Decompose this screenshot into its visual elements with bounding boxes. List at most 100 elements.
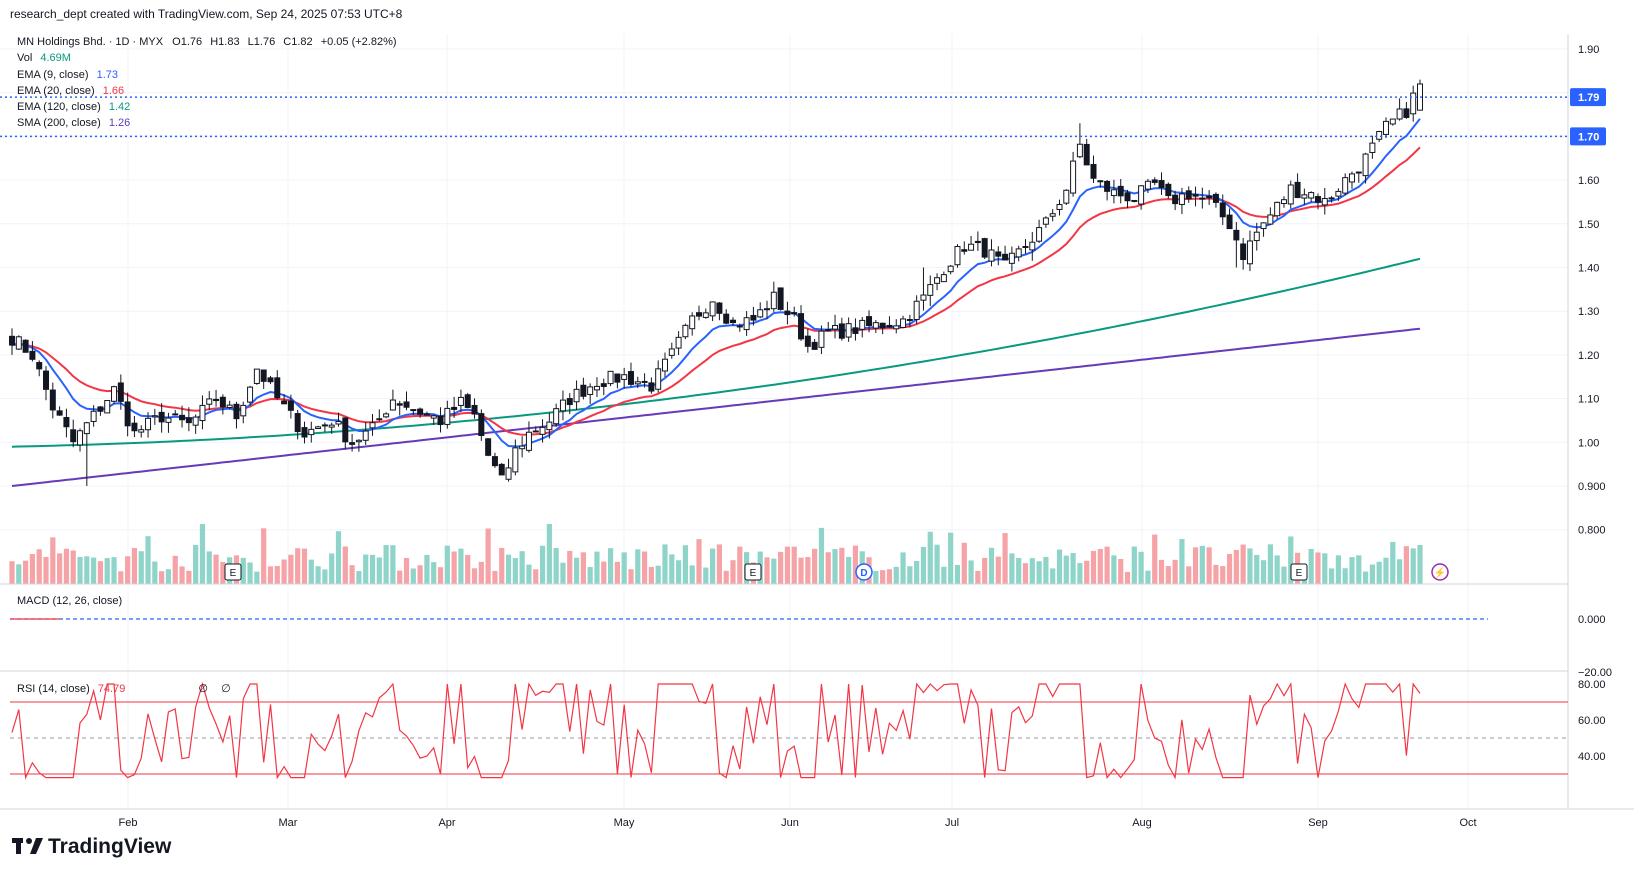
volume-bar xyxy=(607,548,614,584)
price-tag[interactable]: 1.70 xyxy=(1570,127,1606,146)
candle xyxy=(1267,207,1274,226)
candle xyxy=(968,235,975,251)
volume-bar xyxy=(70,550,76,584)
candle xyxy=(315,425,322,430)
candle xyxy=(1049,209,1056,222)
volume-bar xyxy=(1267,544,1273,584)
candle xyxy=(111,385,118,404)
candle xyxy=(804,328,811,353)
candle xyxy=(954,244,961,268)
legend-l-label: L xyxy=(248,36,254,48)
candle xyxy=(519,436,526,458)
candle xyxy=(559,390,566,421)
volume-bar xyxy=(111,557,117,584)
volume-bar xyxy=(839,547,845,584)
candle xyxy=(410,409,417,415)
volume-bar xyxy=(50,537,56,584)
legend-ema120-value: 1.42 xyxy=(109,101,130,113)
legend-ema20-label: EMA (20, close) xyxy=(17,85,95,97)
candle xyxy=(485,438,492,457)
candle xyxy=(1110,179,1117,204)
volume-bar xyxy=(63,548,70,584)
legend-ema120-label: EMA (120, close) xyxy=(17,101,101,113)
volume-bar xyxy=(145,536,151,584)
volume-bar xyxy=(696,539,702,584)
candle xyxy=(940,271,947,283)
volume-bar xyxy=(308,559,314,584)
macd-legend[interactable]: MACD (12, 26, close) xyxy=(17,595,122,607)
candle xyxy=(587,383,594,404)
volume-bar xyxy=(771,558,777,584)
volume-bar xyxy=(737,546,743,584)
candle xyxy=(1376,130,1383,142)
candle xyxy=(1083,138,1090,166)
rsi-legend-value: 74.79 xyxy=(98,683,126,695)
legend-symbol-line[interactable]: MN Holdings Bhd. · 1D · MYX O1.76 H1.83 … xyxy=(17,36,397,48)
rsi-legend-label: RSI (14, close) xyxy=(17,683,90,695)
earnings-marker[interactable]: E xyxy=(1290,563,1308,581)
candle xyxy=(893,319,900,334)
volume-bar xyxy=(220,561,226,584)
volume-bar xyxy=(880,570,886,584)
legend-sma200[interactable]: SMA (200, close) 1.26 xyxy=(17,117,130,129)
candle xyxy=(784,301,791,325)
volume-bar xyxy=(16,564,22,584)
candle xyxy=(260,369,267,389)
candle xyxy=(43,366,50,401)
dividend-marker[interactable]: D xyxy=(855,563,873,581)
moving-averages xyxy=(11,118,1421,487)
flash-marker[interactable]: ⚡ xyxy=(1431,563,1449,581)
volume-bar xyxy=(125,556,131,584)
candle xyxy=(621,367,628,389)
candle xyxy=(437,407,444,433)
legend-c: 1.82 xyxy=(291,36,312,48)
volume-bar xyxy=(1206,547,1212,584)
volume-bar xyxy=(1342,568,1348,584)
price-axis-tick: 1.90 xyxy=(1578,44,1599,56)
tradingview-logo[interactable]: TradingView xyxy=(12,835,172,858)
rsi-legend[interactable]: RSI (14, close) 74.79 ∅ ∅ xyxy=(17,683,231,695)
legend-ema9[interactable]: EMA (9, close) 1.73 xyxy=(17,69,118,81)
volume-bar xyxy=(1070,553,1076,584)
volume-bar xyxy=(1022,563,1029,584)
candle xyxy=(1294,173,1301,199)
volume-bar xyxy=(104,558,110,584)
price-tag[interactable]: 1.79 xyxy=(1570,88,1606,107)
legend-volume-line[interactable]: Vol 4.69M xyxy=(17,52,71,64)
candle xyxy=(1335,188,1342,201)
volume-bar xyxy=(1417,545,1423,584)
candle xyxy=(872,320,879,334)
volume-bar xyxy=(1084,560,1090,584)
candle xyxy=(580,377,587,400)
candle xyxy=(764,300,771,320)
candle xyxy=(525,421,532,453)
price-axis-tick: 1.60 xyxy=(1578,175,1599,187)
volume-bar xyxy=(1056,549,1063,584)
legend-ema120[interactable]: EMA (120, close) 1.42 xyxy=(17,101,130,113)
candle xyxy=(906,314,913,328)
volume-bar xyxy=(675,560,682,584)
earnings-marker[interactable]: E xyxy=(224,563,242,581)
earnings-marker[interactable]: E xyxy=(744,563,762,581)
volume-bar xyxy=(1396,559,1403,584)
price-axis-tick: 0.900 xyxy=(1578,481,1606,493)
volume-bar xyxy=(975,570,981,584)
legend-ema20[interactable]: EMA (20, close) 1.66 xyxy=(17,85,124,97)
volume-bar xyxy=(1016,558,1022,584)
volume-bar xyxy=(1097,549,1103,584)
volume-bar xyxy=(206,551,212,584)
volume-bar xyxy=(628,569,634,584)
candle xyxy=(77,428,84,452)
volume-bar xyxy=(1335,555,1341,584)
candle xyxy=(974,231,981,251)
volume-bar xyxy=(43,556,49,584)
candle xyxy=(498,463,505,476)
candle xyxy=(1015,245,1022,262)
volume-bar xyxy=(118,571,124,584)
candle xyxy=(1274,201,1281,220)
volume-bar xyxy=(1356,555,1362,584)
candle xyxy=(1158,172,1165,195)
candle xyxy=(1056,199,1063,216)
volume-bar xyxy=(778,551,784,584)
